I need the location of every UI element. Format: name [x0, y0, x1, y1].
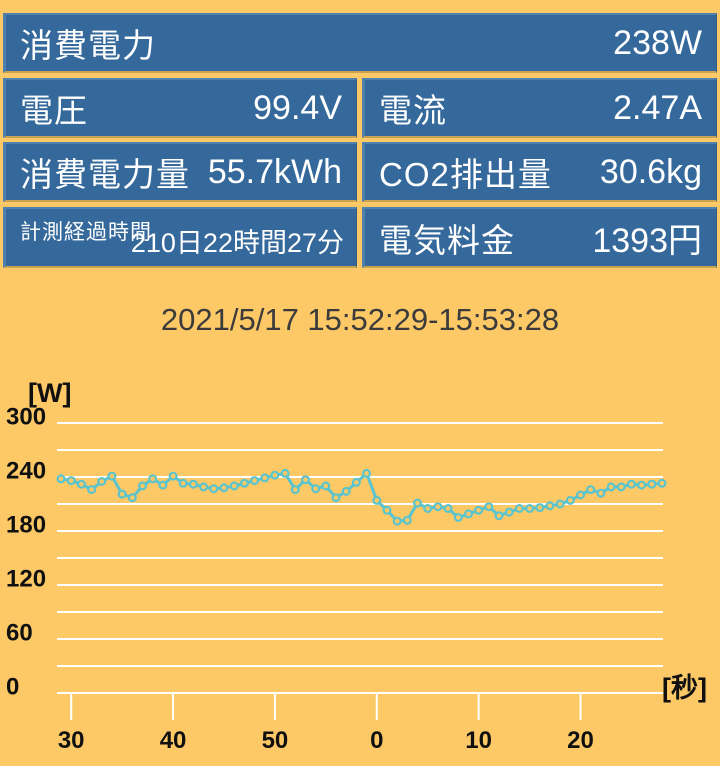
data-point-marker	[372, 495, 382, 505]
data-point-marker	[107, 471, 117, 481]
data-point-marker	[464, 509, 474, 519]
data-point-marker	[270, 470, 280, 480]
data-point-marker	[423, 504, 433, 514]
data-point-marker	[168, 471, 178, 481]
data-point-marker	[138, 481, 148, 491]
data-point-marker	[433, 502, 443, 512]
data-point-marker	[127, 493, 137, 503]
y-axis-tick-label: 0	[6, 674, 19, 701]
data-point-marker	[494, 511, 504, 521]
cost-label: 電気料金	[379, 221, 515, 259]
data-point-marker	[362, 468, 372, 478]
data-point-marker	[260, 473, 270, 483]
data-point-marker	[229, 481, 239, 491]
x-axis-tick-label: 20	[567, 727, 594, 754]
data-point-marker	[158, 480, 168, 490]
data-point-marker	[586, 485, 596, 495]
data-point-marker	[351, 477, 361, 487]
data-point-marker	[56, 474, 66, 484]
current-label: 電流	[379, 92, 447, 129]
y-axis-unit-label: [W]	[28, 378, 71, 408]
data-point-marker	[148, 474, 158, 484]
voltage-label: 電圧	[20, 92, 88, 129]
data-point-marker	[219, 483, 229, 493]
data-point-marker	[392, 516, 402, 526]
data-point-marker	[453, 513, 463, 523]
y-axis-tick-label: 240	[6, 458, 46, 485]
data-point-marker	[575, 490, 585, 500]
data-point-marker	[413, 498, 423, 508]
data-point-marker	[199, 482, 209, 492]
data-point-marker	[178, 478, 188, 488]
data-point-marker	[76, 479, 86, 489]
power-chart: 300 240 180 120 60 0 30 40 50 0 10 20 [W] [秒]	[6, 378, 707, 754]
y-axis-tick-label: 300	[6, 404, 46, 431]
data-point-marker	[341, 486, 351, 496]
data-point-marker	[647, 479, 657, 489]
co2-value: 30.6kg	[599, 152, 702, 191]
data-point-marker	[616, 482, 626, 492]
y-axis-tick-label: 120	[6, 566, 46, 593]
data-point-marker	[331, 493, 341, 503]
data-point-marker	[443, 504, 453, 514]
data-point-marker	[280, 468, 290, 478]
data-point-marker	[596, 488, 606, 498]
x-axis-unit-label: [秒]	[662, 673, 707, 703]
measurement-period: 2021/5/17 15:52:29-15:53:28	[160, 302, 560, 337]
data-point-marker	[474, 505, 484, 515]
data-point-marker	[402, 515, 412, 525]
data-point-marker	[97, 476, 107, 486]
data-point-marker	[311, 484, 321, 494]
elapsed-time-label: 計測経過時間	[20, 221, 152, 244]
data-point-marker	[535, 503, 545, 513]
data-point-marker	[66, 476, 76, 486]
data-point-marker	[514, 504, 524, 514]
data-point-marker	[188, 479, 198, 489]
data-point-marker	[606, 482, 616, 492]
energy-value: 55.7kWh	[207, 152, 342, 191]
panel-elapsed-time: 計測経過時間 210日22時間27分	[3, 207, 357, 268]
data-point-marker	[290, 485, 300, 495]
x-axis-tick-label: 10	[465, 727, 492, 754]
voltage-value: 99.4V	[253, 88, 342, 127]
cost-value: 1393円	[592, 222, 702, 260]
y-axis-tick-label: 60	[6, 620, 33, 647]
data-point-marker	[301, 475, 311, 485]
x-axis-tick-label: 0	[370, 727, 383, 754]
panel-power: 消費電力 238W	[3, 13, 717, 73]
energy-label: 消費電力量	[20, 156, 190, 193]
data-point-marker	[657, 478, 667, 488]
data-point-marker	[637, 480, 647, 490]
data-point-marker	[209, 484, 219, 494]
y-axis-tick-label: 180	[6, 512, 46, 539]
panel-co2: CO2排出量 30.6kg	[362, 142, 717, 202]
co2-label: CO2排出量	[379, 156, 552, 193]
data-point-marker	[239, 478, 249, 488]
data-point-marker	[87, 485, 97, 495]
data-point-marker	[504, 507, 514, 517]
data-point-marker	[565, 495, 575, 505]
panel-energy: 消費電力量 55.7kWh	[3, 142, 357, 202]
x-axis-tick-label: 40	[160, 727, 187, 754]
x-axis-tick-label: 50	[262, 727, 289, 754]
data-point-marker	[250, 476, 260, 486]
power-value: 238W	[613, 23, 702, 62]
data-point-marker	[382, 505, 392, 515]
data-point-marker	[525, 504, 535, 514]
data-point-marker	[545, 501, 555, 511]
data-point-marker	[117, 489, 127, 499]
x-axis-tick-label: 30	[58, 727, 85, 754]
power-label: 消費電力	[20, 27, 156, 64]
elapsed-time-value: 210日22時間27分	[130, 228, 344, 258]
panel-current: 電流 2.47A	[362, 78, 717, 138]
data-point-marker	[321, 481, 331, 491]
data-point-marker	[484, 502, 494, 512]
panel-voltage: 電圧 99.4V	[3, 78, 357, 138]
current-value: 2.47A	[613, 88, 702, 127]
data-point-marker	[626, 479, 636, 489]
panel-cost: 電気料金 1393円	[362, 207, 717, 268]
data-point-marker	[555, 499, 565, 509]
